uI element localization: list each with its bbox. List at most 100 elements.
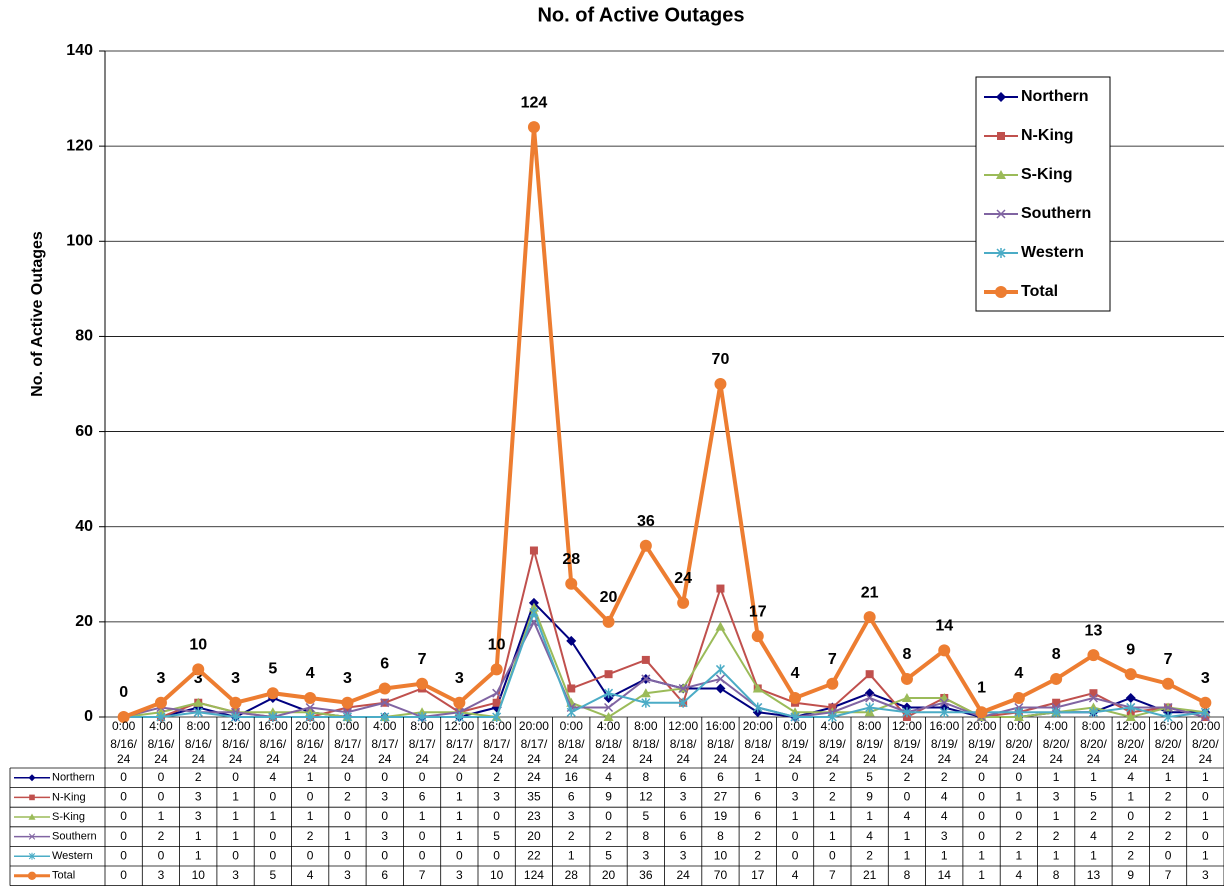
table-cell: 3 [568,809,575,823]
table-cell: 4 [270,770,277,784]
legend-label: Northern [1021,88,1089,105]
table-cell: 0 [381,848,388,862]
marker [305,702,315,713]
table-cell: 1 [568,848,575,862]
table-cell: 1 [1016,848,1023,862]
table-cell: 1 [904,848,911,862]
marker [865,670,874,679]
x-tick-label: 12:00 8/17/24 [444,719,474,766]
x-tick-label: 4:00 8/20/24 [1043,719,1070,766]
table-cell: 35 [527,790,541,804]
data-label: 3 [1201,670,1210,687]
y-axis-label: No. of Active Outages [29,231,46,397]
x-tick-label: 20:00 8/20/24 [1190,719,1220,766]
table-cell: 1 [1053,809,1060,823]
table-cell: 1 [792,809,799,823]
table-cell: 3 [1053,790,1060,804]
table-cell: 1 [232,809,239,823]
table-cell: 6 [568,790,575,804]
table-cell: 1 [456,790,463,804]
marker [341,696,354,709]
data-label: 3 [156,670,165,687]
marker [715,664,725,675]
table-cell: 0 [120,790,127,804]
marker [154,696,167,709]
table-cell: 7 [829,868,836,882]
table-cell: 0 [1202,790,1209,804]
data-label: 3 [455,670,464,687]
table-cell: 3 [195,809,202,823]
table-cell: 6 [680,809,687,823]
table-cell: 2 [605,829,612,843]
table-cell: 2 [344,790,351,804]
data-label: 124 [521,94,548,111]
table-cell: 0 [232,848,239,862]
marker [231,712,241,722]
y-tick-label: 80 [75,328,93,345]
table-row-label: S-King [52,811,85,823]
data-label: 8 [902,646,911,663]
table-cell: 10 [714,848,728,862]
x-tick-label: 0:00 8/19/24 [782,719,809,766]
table-cell: 9 [605,790,612,804]
marker [266,687,279,700]
marker [1125,712,1136,721]
x-tick-label: 20:00 8/19/24 [967,719,997,766]
table-cell: 1 [456,809,463,823]
marker [641,674,651,684]
table-cell: 1 [1090,770,1097,784]
marker [1200,707,1210,718]
x-tick-label: 4:00 8/16/24 [148,719,175,766]
table-cell: 0 [120,829,127,843]
table-cell: 1 [1202,809,1209,823]
marker [453,696,466,709]
data-label: 3 [194,670,203,687]
table-cell: 1 [456,829,463,843]
legend-label: Western [1021,244,1084,261]
table-cell: 4 [904,809,911,823]
data-label: 6 [380,656,389,673]
marker [1014,707,1024,718]
table-cell: 3 [643,848,650,862]
marker [789,691,802,704]
table-cell: 4 [1127,770,1134,784]
marker [342,712,352,722]
table-row-label: N-King [52,791,86,803]
marker [939,698,949,708]
table-cell: 0 [1202,829,1209,843]
data-label: 20 [600,589,618,606]
marker [229,696,242,709]
x-tick-label: 0:00 8/20/24 [1005,719,1032,766]
marker [865,693,875,703]
marker [975,706,988,719]
table-cell: 1 [941,848,948,862]
series-line [123,600,1206,719]
x-tick-label: 8:00 8/16/24 [185,719,212,766]
table-cell: 0 [978,770,985,784]
x-tick-label: 0:00 8/18/24 [558,719,585,766]
table-cell: 4 [1016,868,1023,882]
table-cell: 24 [527,770,541,784]
x-tick-label: 0:00 8/17/24 [334,719,361,766]
data-label: 36 [637,513,655,530]
marker [678,683,688,693]
table-cell: 16 [565,770,579,784]
marker [29,794,35,801]
y-tick-label: 140 [66,42,93,59]
marker [27,871,37,880]
marker [995,286,1007,298]
table-cell: 2 [1165,829,1172,843]
data-label: 13 [1085,622,1103,639]
marker [117,711,130,723]
marker [1088,693,1098,703]
table-cell: 0 [270,829,277,843]
table-cell: 9 [866,790,873,804]
marker [715,674,725,684]
table-cell: 1 [1053,770,1060,784]
marker [602,615,615,628]
table-cell: 1 [195,848,202,862]
table-cell: 0 [270,790,277,804]
table-cell: 4 [605,770,612,784]
marker [490,663,503,676]
